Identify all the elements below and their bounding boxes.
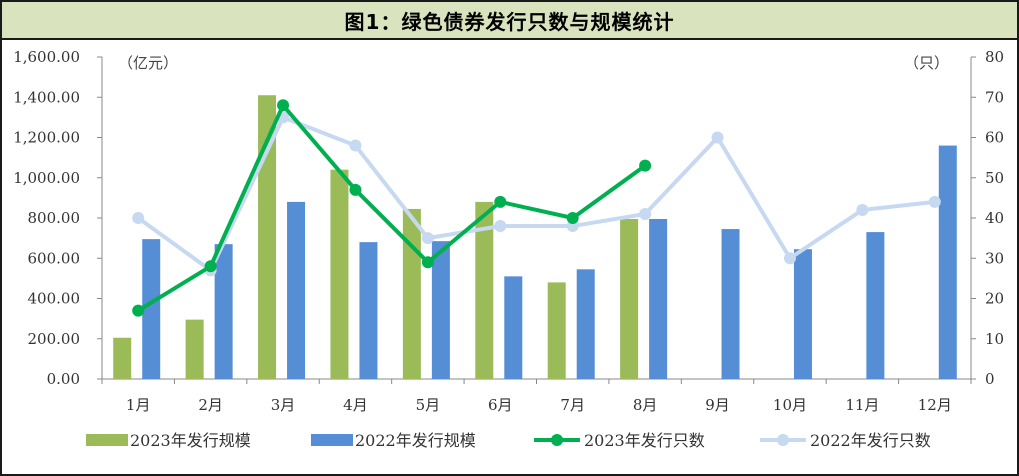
legend-label: 2023年发行只数 — [584, 431, 705, 450]
x-tick-label: 7月 — [560, 396, 585, 414]
left-tick-label: 0.00 — [47, 370, 80, 388]
x-tick-label: 6月 — [488, 396, 513, 414]
series-2022-count-point — [639, 207, 652, 220]
legend-swatch-marker — [551, 434, 563, 446]
series-2022-count-point — [928, 195, 941, 208]
legend-swatch-bar — [86, 434, 128, 446]
x-tick-label: 10月 — [773, 396, 807, 414]
bar-2023 — [620, 219, 639, 379]
x-tick-label: 11月 — [845, 396, 879, 414]
bar-2022 — [649, 219, 668, 379]
bar-2023 — [402, 208, 421, 379]
series-2023-count-point — [277, 99, 290, 112]
legend-swatch-marker — [777, 434, 789, 446]
bar-2023 — [185, 319, 204, 379]
series-2023-count-point — [132, 304, 145, 317]
series-2022-count-point — [349, 139, 362, 152]
bar-2022 — [721, 229, 740, 379]
x-tick-label: 3月 — [271, 396, 296, 414]
right-tick-label: 80 — [985, 48, 1004, 66]
bar-2022 — [576, 269, 595, 379]
left-tick-label: 200.00 — [28, 330, 81, 348]
right-tick-label: 10 — [985, 330, 1004, 348]
series-2022-count-point — [132, 212, 145, 224]
legend-label: 2023年发行规模 — [130, 431, 251, 450]
right-tick-label: 60 — [985, 129, 1004, 147]
bar-2023 — [113, 337, 132, 379]
series-2023-count-point — [421, 256, 434, 269]
left-tick-label: 1,000.00 — [13, 169, 80, 187]
series-2023-count-line — [137, 103, 647, 313]
right-tick-label: 30 — [985, 249, 1004, 267]
right-axis-unit: （只） — [904, 54, 949, 72]
bar-2022 — [431, 241, 450, 379]
left-axis-unit: （亿元） — [118, 54, 178, 72]
axes: 0.00 200.00 400.00 600.00 800.00 1,000.00 1,20… — [13, 48, 1004, 414]
series-2022-count-point — [856, 203, 869, 216]
right-tick-label: 50 — [985, 169, 1004, 187]
x-tick-label: 4月 — [343, 396, 368, 414]
bar-2022 — [359, 242, 378, 379]
series-2023-count-point — [566, 212, 579, 224]
bars — [113, 95, 957, 380]
bar-2023 — [330, 169, 349, 379]
series-2022-count-point — [711, 131, 724, 144]
x-tick-label: 5月 — [416, 396, 441, 414]
bar-2023 — [258, 95, 277, 380]
right-tick-label: 0 — [985, 370, 995, 388]
legend-label: 2022年发行规模 — [355, 431, 476, 450]
bar-2023 — [475, 201, 494, 379]
left-tick-label: 1,200.00 — [13, 129, 80, 147]
series-2023-count-point — [494, 195, 507, 208]
left-tick-label: 800.00 — [28, 209, 81, 227]
series-2022-count-point — [783, 252, 796, 265]
legend: 2023年发行规模 2022年发行规模 2023年发行只数 2022年发行只数 — [86, 431, 931, 450]
right-tick-label: 40 — [985, 209, 1004, 227]
x-tick-label: 1月 — [126, 396, 151, 414]
series-2023-count-point — [349, 183, 362, 196]
bar-2022 — [866, 232, 885, 379]
series-2023-count-point — [204, 260, 217, 273]
bar-2022 — [938, 145, 957, 379]
series-2022-count-point — [421, 232, 434, 245]
left-tick-label: 600.00 — [28, 249, 81, 267]
left-tick-label: 1,600.00 — [13, 48, 80, 66]
left-tick-label: 400.00 — [28, 290, 81, 308]
bar-2022 — [504, 276, 523, 379]
legend-swatch-bar — [311, 434, 353, 446]
chart-title: 图1：绿色债券发行只数与规模统计 — [344, 9, 675, 34]
x-tick-label: 8月 — [633, 396, 658, 414]
bar-2022 — [793, 249, 812, 379]
series-2023-count-point — [639, 159, 652, 172]
legend-label: 2022年发行只数 — [810, 431, 931, 450]
series-2022-count-line — [137, 115, 936, 273]
x-tick-label: 12月 — [918, 396, 952, 414]
x-tick-label: 2月 — [198, 396, 223, 414]
lines — [132, 99, 941, 317]
series-2022-count-point — [494, 220, 507, 233]
right-tick-label: 20 — [985, 290, 1004, 308]
bar-2022 — [214, 244, 233, 379]
left-tick-label: 1,400.00 — [13, 88, 80, 106]
bar-2022 — [142, 239, 161, 379]
title-bar: 图1：绿色债券发行只数与规模统计 — [2, 2, 1017, 40]
bar-2022 — [287, 201, 306, 379]
right-tick-label: 70 — [985, 88, 1004, 106]
x-tick-label: 9月 — [705, 396, 730, 414]
bar-2023 — [547, 282, 566, 379]
